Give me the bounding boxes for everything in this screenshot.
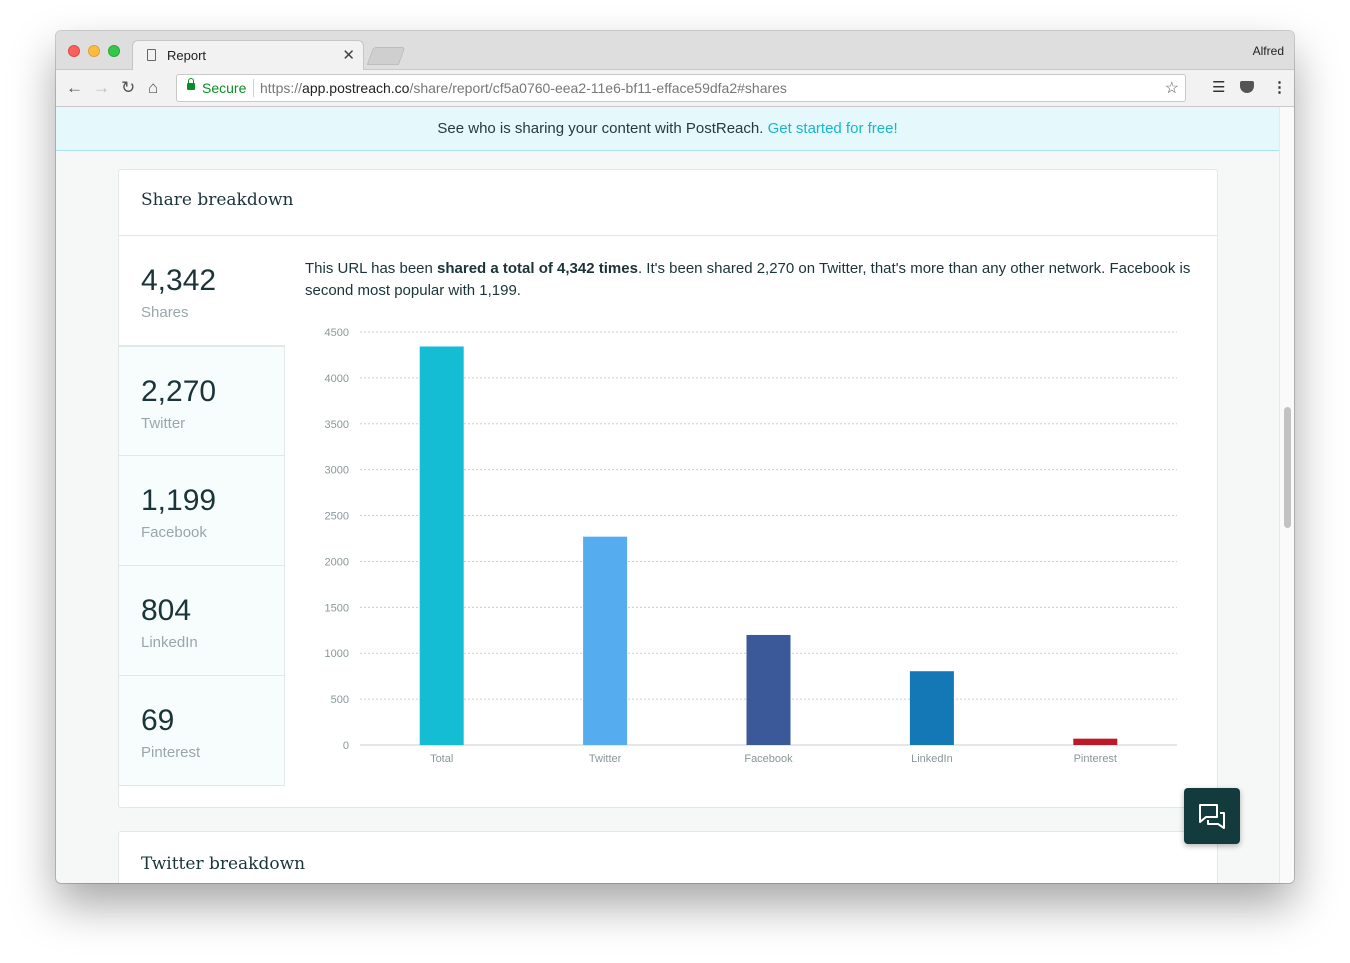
- card-title: Share breakdown: [141, 190, 294, 210]
- scrollbar-thumb[interactable]: [1284, 407, 1291, 528]
- y-tick-label: 1500: [325, 602, 349, 614]
- bar-twitter[interactable]: [583, 536, 628, 745]
- stat-label: Twitter: [141, 415, 186, 432]
- twitter-breakdown-card: Twitter breakdown: [118, 831, 1218, 883]
- y-tick-label: 4500: [325, 327, 349, 339]
- url-path: /share/report/cf5a0760-eea2-11e6-bf11-ef…: [409, 80, 787, 96]
- stat-twitter: 2,270 Twitter: [119, 346, 285, 456]
- x-tick-label: Pinterest: [1074, 753, 1117, 765]
- y-tick-label: 500: [331, 694, 349, 706]
- stat-value: 2,270: [141, 375, 217, 408]
- tab-title: Report: [167, 48, 207, 63]
- y-tick-label: 2000: [325, 556, 349, 568]
- secure-label: Secure: [202, 80, 247, 96]
- forward-icon[interactable]: →: [93, 78, 110, 97]
- new-tab-button[interactable]: [366, 47, 406, 65]
- chat-bubbles-icon: [1199, 804, 1225, 829]
- stat-total-shares: 4,342 Shares: [119, 236, 285, 346]
- stat-label: Facebook: [141, 524, 207, 541]
- separator: [253, 79, 254, 97]
- y-tick-label: 0: [343, 740, 349, 752]
- back-icon[interactable]: ←: [66, 78, 83, 97]
- document-icon: [147, 49, 156, 61]
- title-bar: Report ✕ Alfred: [56, 31, 1294, 70]
- summary-text-rest: . It's been shared 2,270 on Twitter, tha…: [305, 260, 1191, 299]
- y-tick-label: 3000: [325, 465, 349, 477]
- menu-icon[interactable]: ⋮: [1272, 79, 1287, 96]
- close-tab-icon[interactable]: ✕: [342, 47, 355, 64]
- y-tick-label: 4000: [325, 373, 349, 385]
- banner-text: See who is sharing your content with Pos…: [437, 120, 764, 137]
- stat-linkedin: 804 LinkedIn: [119, 566, 285, 676]
- card-header: Share breakdown: [119, 170, 1217, 236]
- pocket-icon[interactable]: [1240, 81, 1254, 93]
- bar-facebook[interactable]: [746, 634, 791, 745]
- promo-banner: See who is sharing your content with Pos…: [56, 107, 1279, 151]
- x-tick-label: LinkedIn: [911, 753, 953, 765]
- lock-icon: [187, 78, 195, 90]
- scrollbar-track[interactable]: [1279, 107, 1294, 883]
- bar-linkedin[interactable]: [909, 671, 954, 745]
- x-tick-label: Facebook: [744, 753, 793, 765]
- stat-pinterest: 69 Pinterest: [119, 676, 285, 786]
- stat-label: LinkedIn: [141, 634, 198, 651]
- zoom-window-button[interactable]: [108, 45, 120, 57]
- x-tick-label: Total: [430, 753, 453, 765]
- stat-label: Shares: [141, 304, 189, 321]
- y-tick-label: 3500: [325, 419, 349, 431]
- x-tick-label: Twitter: [589, 753, 622, 765]
- stat-value: 69: [141, 704, 175, 737]
- star-icon[interactable]: ☆: [1164, 80, 1179, 97]
- card-title: Twitter breakdown: [141, 854, 306, 874]
- bar-total[interactable]: [419, 346, 464, 745]
- chat-icon[interactable]: [1184, 788, 1240, 844]
- browser-tab[interactable]: Report ✕: [132, 40, 364, 70]
- home-icon[interactable]: ⌂: [148, 78, 159, 97]
- bar-pinterest[interactable]: [1073, 738, 1118, 745]
- buffer-icon[interactable]: ☰: [1212, 79, 1226, 96]
- stat-value: 1,199: [141, 484, 217, 517]
- stat-value: 4,342: [141, 264, 217, 297]
- share-summary: This URL has been shared a total of 4,34…: [305, 258, 1197, 302]
- minimize-window-button[interactable]: [88, 45, 100, 57]
- y-tick-label: 2500: [325, 511, 349, 523]
- close-window-button[interactable]: [68, 45, 80, 57]
- profile-name[interactable]: Alfred: [1252, 44, 1284, 58]
- url-host: app.postreach.co: [302, 80, 410, 96]
- share-bar-chart: 0 500 1000 1500 2000 2500 3000 3500 4000 4500 Tota…: [325, 327, 1177, 765]
- address-bar[interactable]: Secure https://app.postreach.co/share/re…: [176, 74, 1186, 102]
- summary-highlight: shared a total of 4,342 times: [437, 260, 638, 277]
- stat-value: 804: [141, 594, 192, 627]
- share-breakdown-card: Share breakdown 4,342 Shares 2,270 Twitt…: [118, 169, 1218, 808]
- url-text[interactable]: https://app.postreach.co/share/report/cf…: [260, 80, 787, 96]
- browser-window: Report ✕ Alfred ← → ↻ ⌂ Secure https://a…: [56, 31, 1294, 883]
- stat-facebook: 1,199 Facebook: [119, 456, 285, 566]
- summary-text: This URL has been: [305, 260, 438, 277]
- y-tick-label: 1000: [325, 648, 349, 660]
- get-started-link[interactable]: Get started for free!: [767, 120, 898, 137]
- browser-toolbar: ← → ↻ ⌂ Secure https://app.postreach.co/…: [56, 70, 1294, 107]
- reload-icon[interactable]: ↻: [121, 78, 136, 97]
- url-scheme: https://: [260, 80, 303, 96]
- stat-label: Pinterest: [141, 744, 201, 761]
